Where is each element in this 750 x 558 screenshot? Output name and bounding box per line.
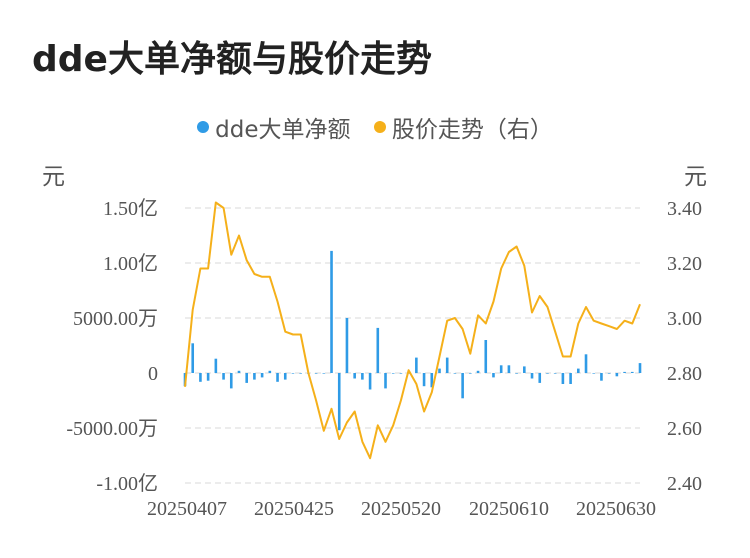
right-axis-tick-label: 3.20 [667,253,702,275]
right-axis-tick-label: 2.60 [667,418,702,440]
dde-bar [600,373,603,381]
dde-bar [206,373,210,381]
dde-bar [445,357,449,373]
dde-bar [523,366,526,373]
dde-bar [337,373,341,431]
dde-bar [283,373,287,380]
dde-bar [214,358,218,373]
dde-bar [368,373,372,390]
legend-item-price[interactable]: 股价走势（右） [373,110,553,144]
left-axis-tick-label: 5000.00万 [73,308,158,330]
dde-bar [237,370,241,373]
dde-bar [260,373,264,378]
right-axis-tick-label: 3.00 [667,308,702,330]
right-axis-tick-label: 2.80 [667,363,702,385]
x-axis-tick-label: 20250407 [147,498,227,520]
price-line [184,201,641,460]
dde-bar [291,373,295,374]
dde-bar [453,373,457,374]
dde-bar [623,371,626,373]
left-axis-unit: 元 [42,164,65,190]
legend-item-dde[interactable]: dde大单净额 [197,110,351,144]
dde-bar [499,365,503,373]
dde-bar [376,327,380,373]
legend-marker-price [373,121,386,133]
left-axis-tick-label: -1.00亿 [96,472,158,495]
dde-bar [299,373,302,374]
dde-bar [191,343,195,373]
dde-bar [322,373,326,374]
dde-bar [561,373,565,384]
dde-bar [492,373,495,378]
dde-bar [268,370,272,373]
x-axis-tick-label: 20250520 [361,498,441,520]
dde-bar [276,373,279,382]
dde-bar [515,373,518,374]
left-axis-tick-label: -5000.00万 [66,418,158,440]
dde-bar [353,373,356,379]
dde-bar [569,373,572,384]
dde-bar [615,373,619,377]
x-axis-tick-label: 20250425 [254,498,334,520]
dde-bar [314,373,318,374]
dde-bar [222,373,225,380]
x-axis-tick-label: 20250630 [576,498,656,520]
dde-bar [361,373,364,380]
legend: dde大单净额 股价走势（右） [0,110,750,144]
dde-bar [330,250,333,373]
dde-bar [546,373,549,374]
dde-bar [469,373,472,374]
legend-marker-dde [197,121,210,133]
right-axis-unit: 元 [684,164,707,190]
dde-bar [538,373,542,383]
dde-bar [245,373,248,383]
dde-bar [438,368,441,373]
dde-bar [607,373,611,374]
dde-bar [584,354,588,373]
right-axis-tick-label: 2.40 [667,473,702,495]
dde-bar [399,373,403,374]
dde-bar [530,373,534,379]
dde-bar [391,373,395,374]
dde-bar [345,318,349,373]
dde-bar [476,370,480,373]
dde-bar [461,373,464,399]
dde-bar [422,373,426,387]
legend-label-dde: dde大单净额 [215,117,351,143]
dde-bar [484,340,488,373]
left-axis-tick-label: 0 [148,363,158,385]
dde-bar [384,373,387,389]
dde-bar [592,373,596,374]
dde-bar [638,363,642,373]
dde-bar [507,365,511,373]
dde-bar [553,373,557,374]
legend-label-price: 股价走势（右） [391,117,553,143]
dde-bar [630,371,634,373]
chart-title: dde大单净额与股价走势 [32,39,432,80]
left-axis-tick-label: 1.00亿 [103,252,158,275]
dde-bar [253,373,256,380]
right-axis-tick-label: 3.40 [667,198,702,220]
dde-bar [577,368,580,373]
left-axis-tick-label: 1.50亿 [103,197,158,220]
dde-bar [199,373,202,382]
x-axis-tick-label: 20250610 [469,498,549,520]
dde-bar [430,373,434,388]
dde-bar [229,373,233,389]
dde-bar [415,357,418,373]
